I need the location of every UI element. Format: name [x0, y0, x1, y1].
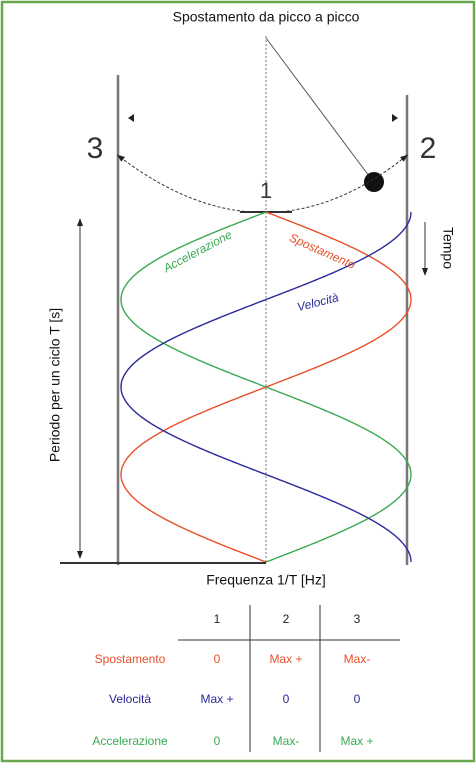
x-axis-label: Frequenza 1/T [Hz] [206, 572, 326, 588]
column-header: 2 [283, 612, 290, 626]
table-cell: Max + [269, 652, 302, 666]
table-cell: Max + [200, 692, 233, 706]
point-label: 3 [87, 132, 104, 165]
curve [120, 211, 412, 563]
time-label: Tempo [440, 227, 456, 269]
table-cell: Max- [273, 734, 300, 748]
point-label: 1 [260, 178, 272, 203]
title: Spostamento da picco a picco [173, 9, 360, 25]
table: 1 2 3 Spostamento 0 Max + Max- Velocità Max + 0 0 A… [92, 612, 373, 748]
pendulum-ball [364, 172, 384, 192]
column-header: 3 [354, 612, 361, 626]
row-label: Velocità [109, 692, 151, 706]
row-label: Accelerazione [92, 734, 168, 748]
y-axis-label: Periodo per un ciclo T [s] [47, 308, 63, 462]
point-label: 2 [420, 132, 437, 165]
table-cell: 0 [214, 734, 221, 748]
row-label: Spostamento [95, 652, 166, 666]
table-cell: Max- [344, 652, 371, 666]
curves [120, 211, 412, 563]
table-cell: 0 [354, 692, 361, 706]
curve [120, 211, 412, 563]
column-header: 1 [214, 612, 221, 626]
table-cell: 0 [214, 652, 221, 666]
table-cell: Max + [340, 734, 373, 748]
table-cell: 0 [283, 692, 290, 706]
